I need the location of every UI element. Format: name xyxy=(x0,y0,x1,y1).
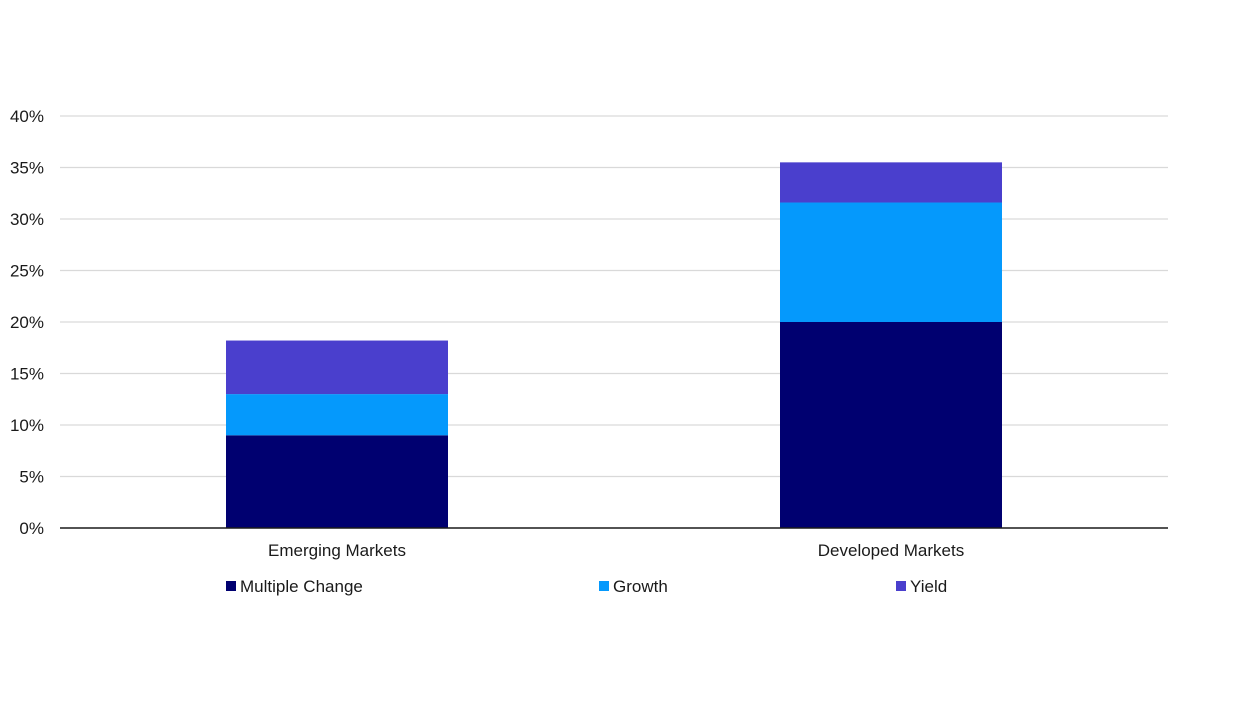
bar-segment-multiple-change xyxy=(780,322,1002,528)
legend-item: Multiple Change xyxy=(226,577,363,596)
y-tick-label: 35% xyxy=(10,159,44,178)
y-tick-label: 20% xyxy=(10,313,44,332)
legend-item: Yield xyxy=(896,577,947,596)
legend-item: Growth xyxy=(599,577,668,596)
legend-label: Growth xyxy=(613,577,668,596)
bars xyxy=(226,162,1002,528)
y-tick-label: 5% xyxy=(19,468,44,487)
legend-swatch xyxy=(226,581,236,591)
bar-segment-yield xyxy=(780,162,1002,203)
bar-segment-growth xyxy=(226,394,448,436)
y-axis-ticks: 0% 5% 10% 15% 20% 25% 30% 35% 40% xyxy=(10,107,44,538)
x-category-label: Developed Markets xyxy=(818,541,964,560)
legend: Multiple Change Growth Yield xyxy=(226,577,947,596)
bar-segment-multiple-change xyxy=(226,435,448,528)
x-category-label: Emerging Markets xyxy=(268,541,406,560)
legend-swatch xyxy=(896,581,906,591)
y-tick-label: 25% xyxy=(10,262,44,281)
legend-label: Multiple Change xyxy=(240,577,363,596)
x-axis-category-labels: Emerging Markets Developed Markets xyxy=(268,541,964,560)
bar-segment-yield xyxy=(226,340,448,395)
y-tick-label: 40% xyxy=(10,107,44,126)
legend-swatch xyxy=(599,581,609,591)
legend-label: Yield xyxy=(910,577,947,596)
y-tick-label: 0% xyxy=(19,519,44,538)
bar-segment-growth xyxy=(780,202,1002,322)
y-tick-label: 15% xyxy=(10,365,44,384)
y-tick-label: 10% xyxy=(10,416,44,435)
y-tick-label: 30% xyxy=(10,210,44,229)
